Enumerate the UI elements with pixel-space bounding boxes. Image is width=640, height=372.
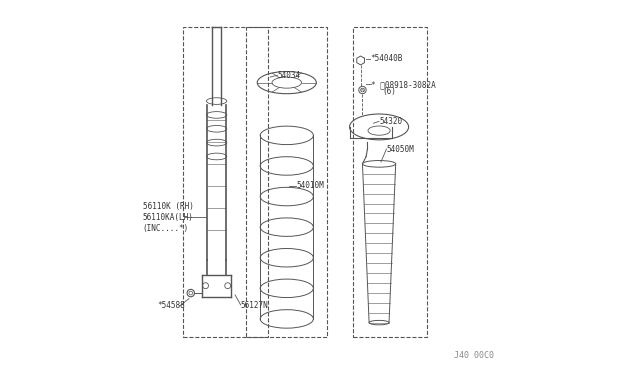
Bar	[184, 27, 268, 337]
Text: *54588: *54588	[157, 301, 186, 311]
Text: 54050M: 54050M	[387, 145, 414, 154]
Text: (INC....*): (INC....*)	[143, 224, 189, 233]
Text: * ⓝ08918-3082A: * ⓝ08918-3082A	[371, 80, 436, 89]
Text: 56110KA(LH): 56110KA(LH)	[143, 213, 194, 222]
Text: (6): (6)	[383, 87, 397, 96]
Text: 54034: 54034	[278, 71, 301, 80]
Text: J40 00C0: J40 00C0	[454, 350, 493, 359]
Text: 56127N: 56127N	[241, 301, 268, 311]
Text: *54040B: *54040B	[370, 54, 402, 63]
Text: 56110K (RH): 56110K (RH)	[143, 202, 194, 211]
Text: N: N	[360, 87, 364, 93]
Bar	[246, 27, 328, 337]
Bar	[353, 27, 427, 337]
Text: 54010M: 54010M	[296, 182, 324, 190]
Text: 54320: 54320	[379, 117, 402, 126]
